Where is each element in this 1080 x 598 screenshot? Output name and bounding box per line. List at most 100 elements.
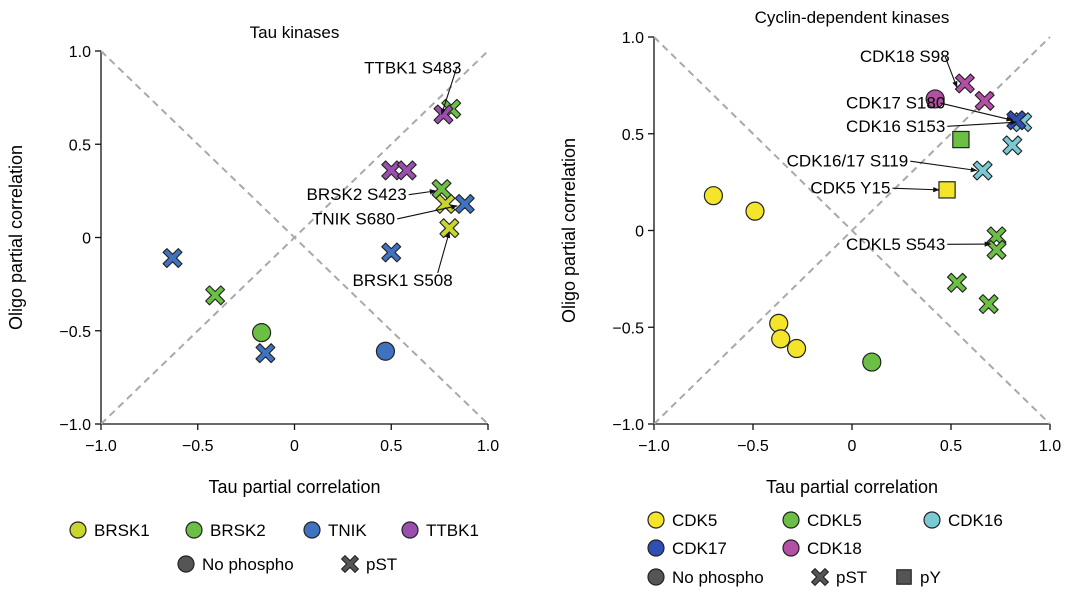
- annotation-label: CDK16 S153: [846, 117, 945, 136]
- legend-shape-label: No phospho: [672, 568, 764, 587]
- legend-shape-circle: [647, 568, 665, 586]
- y-tick-label: 1.0: [622, 30, 644, 47]
- legend-swatch-tnik: [303, 521, 321, 539]
- x-tick-label: 1.0: [1039, 438, 1061, 455]
- legend-label: TNIK: [328, 521, 367, 540]
- data-point-cdkl5: [862, 352, 882, 372]
- legend-swatch-brsk2: [185, 521, 203, 539]
- legend-swatch-cdk5: [647, 511, 665, 529]
- x-tick-label: −1.0: [638, 438, 670, 455]
- y-tick-label: −1.0: [59, 417, 91, 434]
- data-point-cdkl5: [986, 239, 1007, 260]
- y-tick-label: −1.0: [612, 417, 644, 434]
- legend-swatch-brsk1: [69, 521, 87, 539]
- data-point-brsk2: [431, 179, 452, 200]
- data-point-brsk2: [205, 285, 226, 306]
- data-point-cdk16: [972, 160, 993, 181]
- legend-label: CDK18: [807, 539, 862, 558]
- annotation-label: BRSK1 S508: [353, 271, 453, 290]
- diagonal-anti-line: [653, 36, 1051, 425]
- annotation-arrow: [910, 160, 978, 173]
- data-point-cdk16: [1002, 135, 1023, 156]
- data-point-tnik: [162, 248, 183, 269]
- y-tick-label: −0.5: [612, 320, 644, 337]
- legend-shape-label: pY: [920, 568, 941, 587]
- annotation-label: TNIK S680: [312, 209, 395, 228]
- annotation-label: TTBK1 S483: [364, 58, 461, 77]
- legend-swatch-cdkl5: [782, 511, 800, 529]
- chart-title: Cyclin-dependent kinases: [755, 8, 950, 27]
- data-point-cdk18: [974, 90, 995, 111]
- annotation-arrow: [944, 56, 958, 88]
- x-tick-label: 1.0: [477, 438, 499, 455]
- legend-label: BRSK2: [210, 521, 266, 540]
- tau-kinases-panel: −1.0 −0.5 0 0.5 1.0 −1.0 −0.5 0 0.5 1.0 Tau kinase…: [6, 23, 499, 574]
- legend-shape-label: pST: [366, 555, 397, 574]
- annotation-arrow: [397, 204, 458, 220]
- annotation-arrow: [940, 102, 1014, 122]
- legend-swatch-cdk17: [647, 539, 665, 557]
- data-point-cdk5: [786, 338, 807, 359]
- legend-shape-cross: [341, 555, 359, 573]
- legend-label: CDK5: [672, 511, 717, 530]
- annotation-arrow: [440, 67, 458, 116]
- chart-title: Tau kinases: [250, 23, 340, 42]
- legend-label: TTBK1: [426, 521, 479, 540]
- annotation-label: CDKL5 S543: [846, 235, 945, 254]
- x-tick-label: −1.0: [85, 438, 117, 455]
- annotation-arrow: [892, 187, 940, 193]
- annotation-label: CDK17 S180: [846, 94, 945, 113]
- y-tick-label: −0.5: [59, 324, 91, 341]
- data-point-cdkl5: [952, 130, 970, 149]
- data-point-brsk2: [252, 323, 272, 343]
- y-tick-label: 0.5: [69, 137, 91, 154]
- data-point-ttbk1: [396, 160, 417, 181]
- data-point-cdk5: [938, 181, 956, 199]
- data-point-cdk5: [771, 329, 791, 349]
- annotation-label: CDK5 Y15: [810, 179, 890, 198]
- data-point-cdkl5: [946, 272, 967, 293]
- legend-swatch-cdk18: [782, 539, 800, 557]
- legend-label: CDKL5: [807, 511, 862, 530]
- annotation-label: BRSK2 S423: [307, 185, 407, 204]
- legend-shape-square: [896, 569, 912, 585]
- data-point-ttbk1: [381, 160, 402, 181]
- y-tick-label: 0: [82, 231, 91, 248]
- legend-label: CDK17: [672, 539, 727, 558]
- x-tick-label: −0.5: [737, 438, 769, 455]
- y-tick-label: 0.5: [622, 127, 644, 144]
- data-point-cdk18: [954, 73, 975, 94]
- legend-swatch-cdk16: [923, 511, 941, 529]
- annotation-arrow: [947, 119, 1017, 127]
- legend-shape-circle: [177, 555, 195, 573]
- data-point-tnik: [454, 193, 475, 214]
- y-axis-label: Oligo partial correlation: [559, 138, 579, 323]
- data-point-tnik: [381, 242, 402, 263]
- annotation-arrow: [408, 189, 437, 196]
- x-tick-label: 0.5: [380, 438, 402, 455]
- data-point-cdk5: [745, 201, 765, 221]
- data-point-brsk1: [439, 218, 460, 239]
- cdk-panel: −1.0 −0.5 0 0.5 1.0 −1.0 −0.5 0 0.5 1.0 Cyclin-dep…: [559, 8, 1061, 587]
- annotation-label: CDK16/17 S119: [787, 152, 909, 171]
- x-axis-label: Tau partial correlation: [208, 477, 380, 497]
- legend-swatch-ttbk1: [401, 521, 419, 539]
- x-axis-label: Tau partial correlation: [766, 477, 938, 497]
- y-tick-label: 0: [635, 224, 644, 241]
- legend-label: CDK16: [948, 511, 1003, 530]
- data-point-tnik: [375, 341, 396, 361]
- legend-shape-cross: [811, 568, 829, 586]
- y-tick-label: 1.0: [69, 44, 91, 61]
- annotation-arrow: [437, 231, 451, 274]
- diagonal-anti-line: [100, 50, 489, 425]
- data-point-cdk5: [703, 186, 724, 206]
- annotation-label: CDK18 S98: [860, 47, 950, 66]
- y-axis-label: Oligo partial correlation: [6, 145, 26, 330]
- legend-shape-label: pST: [836, 568, 867, 587]
- data-point-cdkl5: [978, 294, 999, 315]
- data-point-cdk18: [925, 89, 945, 109]
- data-point-tnik: [255, 343, 276, 364]
- x-tick-label: −0.5: [182, 438, 214, 455]
- x-tick-label: 0.5: [940, 438, 962, 455]
